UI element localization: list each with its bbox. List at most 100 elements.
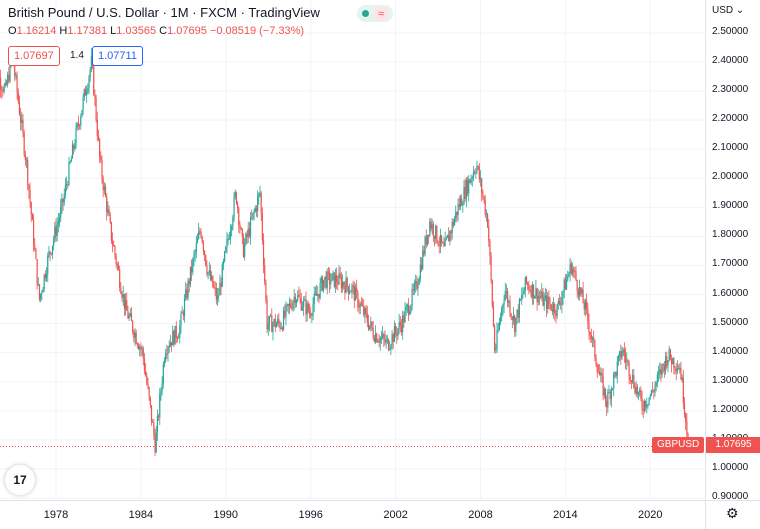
candle-body <box>227 238 229 240</box>
candle-body <box>174 325 176 345</box>
candle-body <box>345 278 347 293</box>
candlestick-chart[interactable] <box>0 0 705 500</box>
candle-body <box>344 286 346 293</box>
time-tick-label: 1990 <box>213 509 239 521</box>
symbol-title[interactable]: British Pound / U.S. Dollar · 1M · FXCM … <box>8 5 320 20</box>
buy-button[interactable]: 1.07711 <box>92 46 143 66</box>
candle-body <box>653 391 655 393</box>
candle-body <box>455 211 457 219</box>
candle-body <box>347 286 350 294</box>
market-open-dot-icon <box>362 10 369 17</box>
symbol-price-tag: GBPUSD <box>652 437 705 453</box>
spread-value: 1.4 <box>70 50 84 61</box>
candle-body <box>578 287 581 296</box>
candle-body <box>50 253 52 255</box>
candle-body <box>245 233 247 244</box>
candle-body <box>398 322 400 329</box>
candle-body <box>553 304 555 312</box>
candle-body <box>169 342 171 347</box>
candle-body <box>383 334 385 339</box>
price-tick-label: 2.30000 <box>712 84 749 96</box>
candle-body <box>161 383 163 391</box>
candle-body <box>384 338 386 343</box>
tradingview-logo-icon[interactable]: 17 <box>5 465 35 495</box>
candle-body <box>486 214 489 227</box>
candle-body <box>120 287 122 294</box>
candle-body <box>136 343 138 346</box>
candle-body <box>643 400 646 411</box>
price-tick-label: 1.60000 <box>712 287 749 299</box>
candle-body <box>305 299 307 315</box>
candle-body <box>644 400 647 408</box>
candle-body <box>525 276 528 283</box>
candle-body <box>550 304 552 310</box>
candle-body <box>219 282 221 296</box>
candle-body <box>32 220 35 246</box>
candle-body <box>600 372 602 376</box>
candle-body <box>119 269 121 288</box>
candle-body <box>580 287 582 294</box>
candle-body <box>359 303 361 308</box>
time-tick-label: 2014 <box>553 509 578 521</box>
candle-body <box>588 320 590 333</box>
candle-body <box>648 397 650 405</box>
candle-body <box>317 294 319 296</box>
candle-body <box>392 334 394 342</box>
candle-body <box>424 236 426 254</box>
candle-body <box>222 260 225 265</box>
candle-body <box>412 288 414 291</box>
market-status-pill[interactable]: ≈ <box>357 5 393 22</box>
candle-body <box>282 310 285 330</box>
candle-body <box>198 231 200 239</box>
candle-body <box>482 192 484 197</box>
candle-body <box>201 236 203 243</box>
candle-body <box>64 184 67 195</box>
candle-body <box>40 293 42 300</box>
candle-body <box>252 212 254 218</box>
candle-body <box>378 341 380 343</box>
candle-body <box>286 304 288 306</box>
time-axis[interactable]: 1978 1984 1990 1996 2002 2008 2014 2020 <box>0 500 705 529</box>
candle-body <box>404 310 406 323</box>
candle-body <box>422 250 424 270</box>
candle-body <box>288 303 291 307</box>
candle-body <box>166 353 168 355</box>
candle-body <box>627 360 629 363</box>
price-tick-label: 1.20000 <box>712 403 749 415</box>
candle-body <box>304 299 306 301</box>
candle-body <box>575 271 577 281</box>
candle-body <box>642 408 644 411</box>
candle-body <box>363 305 365 315</box>
candle-body <box>523 290 525 295</box>
candle-body <box>192 259 194 273</box>
candle-body <box>660 369 662 375</box>
candle-body <box>139 346 141 350</box>
candle-body <box>591 337 594 340</box>
price-tick-label: 1.50000 <box>712 316 749 328</box>
candle-body <box>442 242 444 244</box>
sell-button[interactable]: 1.07697 <box>8 46 60 66</box>
candle-body <box>22 119 24 133</box>
candle-body <box>76 123 78 128</box>
candle-body <box>14 66 16 76</box>
currency-selector[interactable]: USD ⌄ <box>712 5 745 16</box>
price-axis[interactable]: USD ⌄ 2.50000 2.40000 2.30000 2.20000 2.1000… <box>705 0 760 502</box>
candle-body <box>187 280 189 298</box>
candle-body <box>7 74 9 85</box>
candle-body <box>494 326 496 351</box>
candle-body <box>168 346 170 348</box>
candle-body <box>603 388 605 396</box>
candle-body <box>324 276 326 280</box>
candle-body <box>492 306 495 327</box>
candle-body <box>597 372 600 374</box>
candle-body <box>604 388 607 401</box>
candle-body <box>606 400 608 408</box>
candle-body <box>249 217 252 237</box>
gear-icon[interactable]: ⚙ <box>726 505 739 521</box>
change-value: −0.08519 (−7.33%) <box>209 25 305 37</box>
candle-body <box>498 322 500 330</box>
candle-body <box>528 284 530 290</box>
candle-body <box>565 279 568 290</box>
candle-body <box>426 234 429 245</box>
chart-area[interactable]: British Pound / U.S. Dollar · 1M · FXCM … <box>0 0 705 500</box>
